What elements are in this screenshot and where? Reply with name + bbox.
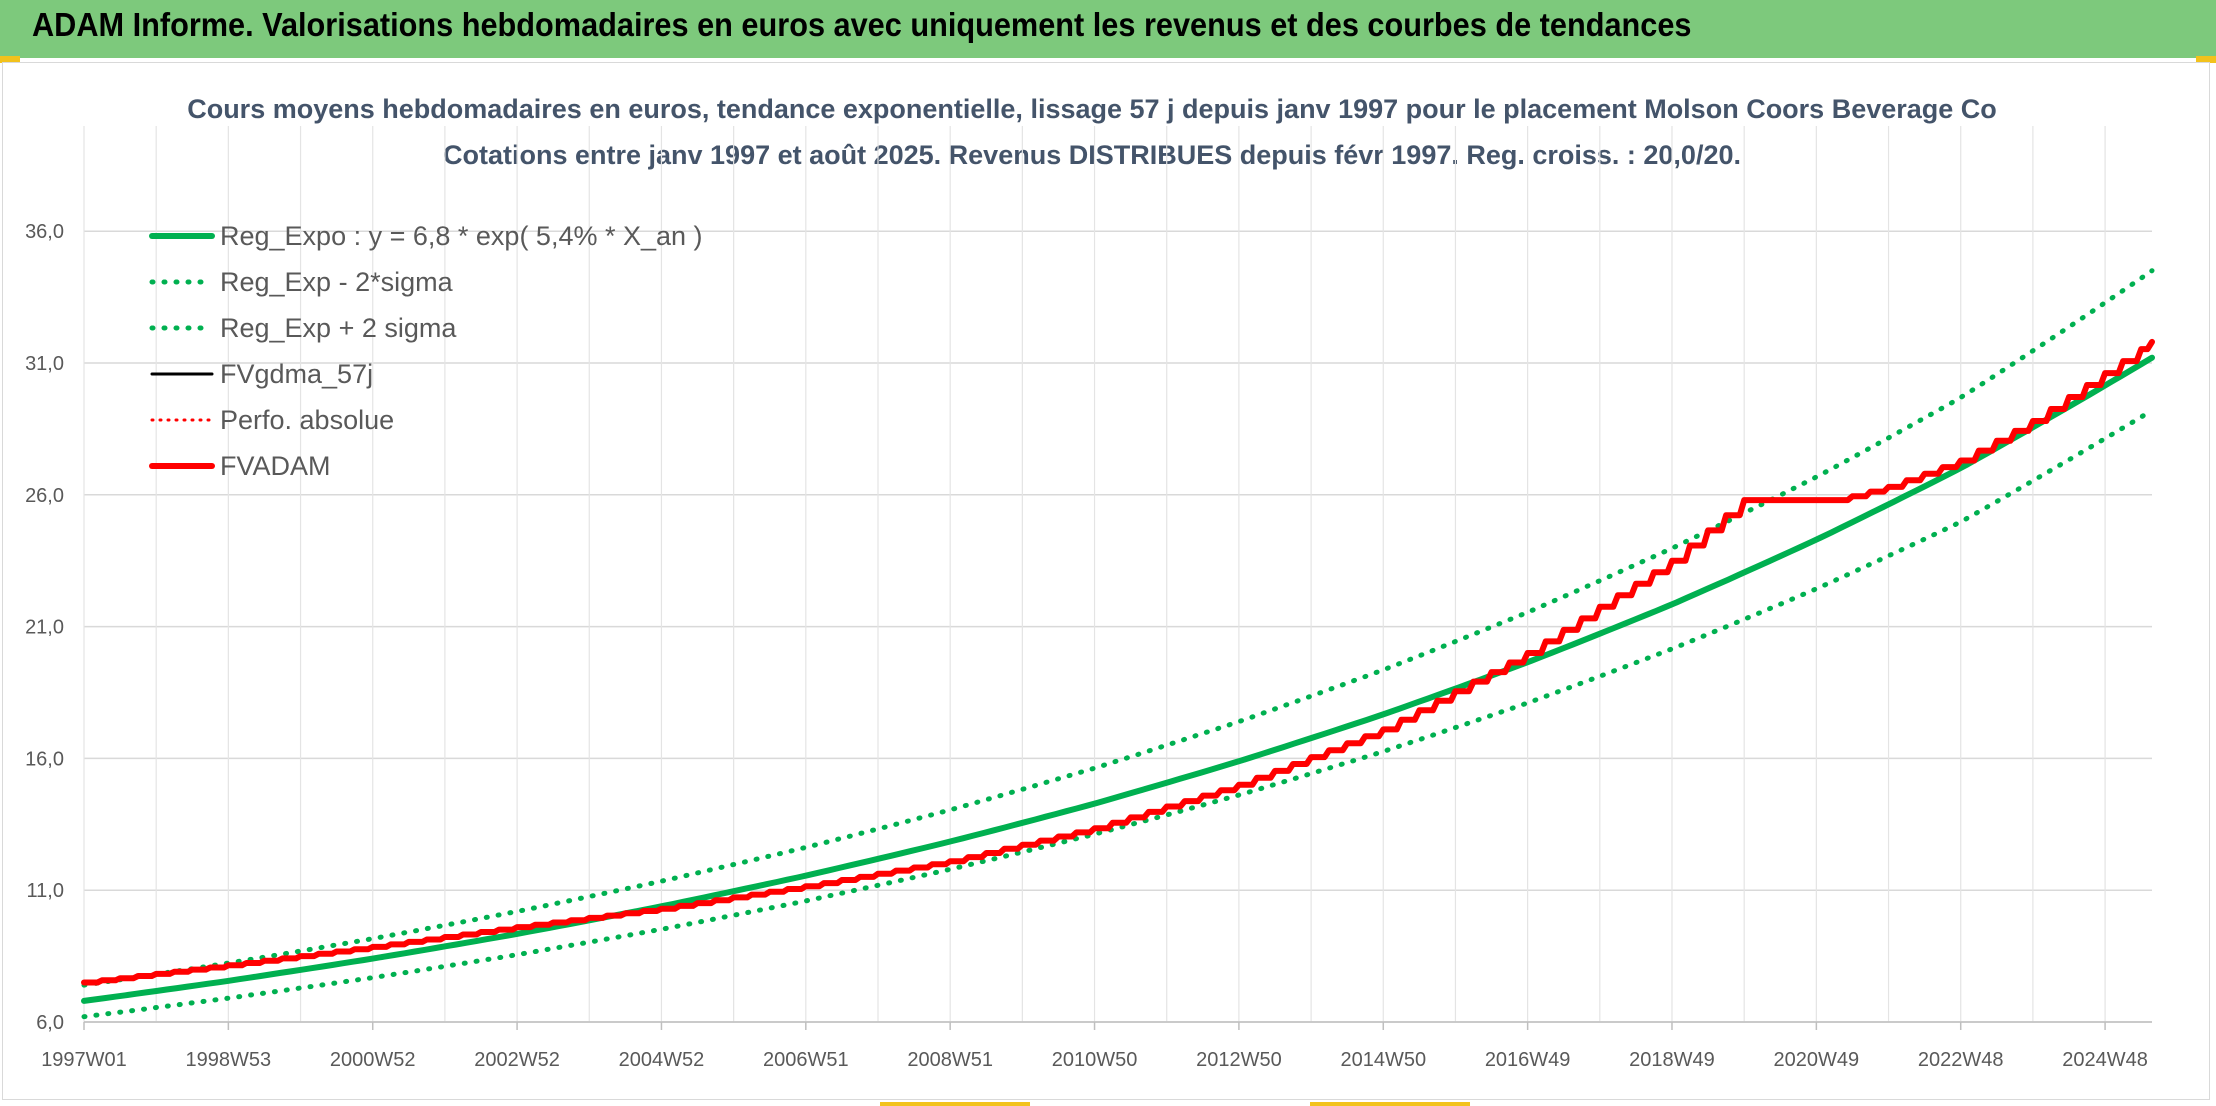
x-tick-label: 2024W48 — [2062, 1049, 2148, 1071]
x-tick-label: 2000W52 — [330, 1049, 416, 1071]
series-line-0 — [81, 354, 2155, 1004]
x-tick-label: 2014W50 — [1340, 1049, 1426, 1071]
page-title: ADAM Informe. Valorisations hebdomadaire… — [32, 6, 1692, 43]
x-tick-label: 2012W50 — [1196, 1049, 1282, 1071]
axes: 6,0 11,0 16,0 21,0 26,0 31,0 36,0 1997W01 1998W5… — [25, 221, 2152, 1071]
y-tick-label: 21,0 — [25, 617, 64, 639]
y-tick-label: 26,0 — [25, 485, 64, 507]
legend-label: FVgdma_57j — [220, 359, 373, 389]
legend-label: Reg_Expo : y = 6,8 * exp( 5,4% * X_an ) — [220, 221, 703, 251]
legend: Reg_Expo : y = 6,8 * exp( 5,4% * X_an ) R… — [149, 221, 703, 481]
series-line-1 — [81, 407, 2155, 1020]
corner-accent-right — [2196, 56, 2216, 63]
legend-label: Perfo. absolue — [220, 405, 394, 435]
x-tick-label: 2008W51 — [907, 1049, 993, 1071]
x-tick-label: 1997W01 — [41, 1049, 127, 1071]
x-tick-label: 1998W53 — [186, 1049, 272, 1071]
x-tick-label: 2010W50 — [1052, 1049, 1138, 1071]
x-tick-label: 2002W52 — [474, 1049, 560, 1071]
chart-title-line2: Cotations entre janv 1997 et août 2025. … — [443, 140, 1741, 170]
x-tick-label: 2004W52 — [619, 1049, 705, 1071]
legend-label: Reg_Exp - 2*sigma — [220, 267, 454, 297]
y-tick-label: 31,0 — [25, 353, 64, 375]
x-tick-label: 2018W49 — [1629, 1049, 1715, 1071]
grid — [83, 126, 2152, 1023]
x-tick-label: 2022W48 — [1918, 1049, 2004, 1071]
bottom-accent — [880, 1102, 1030, 1106]
series-line-4 — [82, 340, 2154, 984]
series-line-5 — [81, 338, 2155, 986]
y-tick-label: 11,0 — [27, 880, 64, 902]
series-line-2 — [81, 268, 2155, 988]
series-line-3 — [82, 340, 2154, 984]
x-tick-label: 2020W49 — [1774, 1049, 1860, 1071]
header-bar: ADAM Informe. Valorisations hebdomadaire… — [0, 0, 2216, 58]
y-tick-label: 6,0 — [36, 1012, 64, 1034]
x-tick-label: 2016W49 — [1485, 1049, 1571, 1071]
y-tick-label: 36,0 — [25, 221, 64, 243]
chart-area — [2, 62, 2210, 1100]
chart-title-line1: Cours moyens hebdomadaires en euros, ten… — [187, 94, 1997, 124]
legend-label: FVADAM — [220, 451, 331, 481]
series-layer — [81, 268, 2155, 1020]
y-tick-label: 16,0 — [25, 748, 64, 770]
corner-accent-left — [0, 56, 20, 63]
bottom-accent — [1310, 1102, 1470, 1106]
legend-label: Reg_Exp + 2 sigma — [220, 313, 457, 343]
x-tick-label: 2006W51 — [763, 1049, 849, 1071]
